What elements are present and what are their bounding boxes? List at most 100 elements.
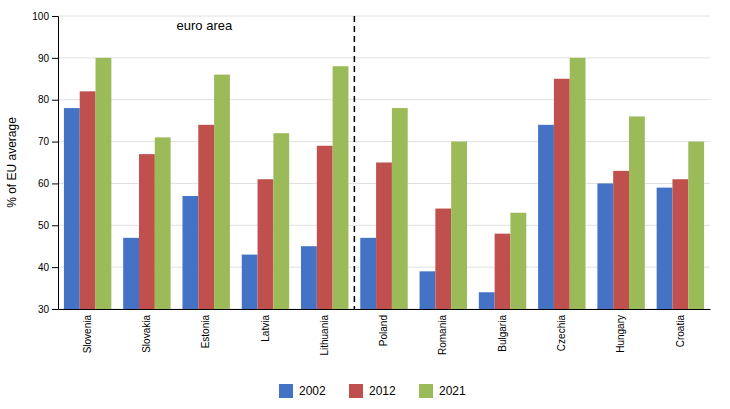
bar: [554, 79, 570, 309]
bar: [258, 179, 274, 309]
y-axis: 30 40 50 60 70 80 90 100: [32, 11, 58, 315]
bar: [435, 209, 451, 309]
divider: [354, 16, 356, 309]
tick-label: Poland: [378, 315, 389, 346]
tick-mark: [52, 142, 58, 143]
legend-label: 2012: [369, 384, 396, 398]
bar: [96, 58, 112, 309]
bar: [392, 108, 408, 309]
grid: [58, 16, 710, 309]
bars: [64, 58, 704, 309]
grid-line: [58, 16, 710, 17]
bar: [155, 137, 171, 309]
bar: [629, 116, 645, 309]
bar-series: [80, 79, 689, 309]
tick: 40: [38, 262, 58, 273]
tick: Lithuania: [319, 309, 330, 356]
plot: 30 40 50 60 70 80 90 100 Slovenia Slovakia Estonia…: [5, 11, 711, 356]
legend-swatch: [279, 384, 293, 398]
bar: [672, 179, 688, 309]
x-axis: Slovenia Slovakia Estonia Latvia Lithuania Po…: [59, 309, 711, 356]
bar: [139, 154, 155, 309]
bar: [570, 58, 586, 309]
tick-label: 50: [38, 220, 50, 231]
tick-label: 100: [32, 11, 49, 22]
bar: [360, 238, 376, 309]
bar: [214, 75, 230, 309]
y-axis-title: % of EU average: [5, 117, 19, 208]
tick-mark: [52, 183, 58, 184]
legend: 2002 2012 2021: [279, 384, 466, 398]
tick-label: 40: [38, 262, 50, 273]
tick-label: Estonia: [200, 315, 211, 349]
axis-line: [59, 309, 711, 310]
tick-label: Croatia: [675, 315, 686, 348]
bar: [80, 91, 96, 309]
bar: [273, 133, 289, 309]
legend-swatch: [349, 384, 363, 398]
bar: [510, 213, 526, 309]
axis-line: [52, 17, 59, 310]
chart: 30 40 50 60 70 80 90 100 Slovenia Slovakia Estonia…: [0, 0, 730, 409]
bar: [123, 238, 139, 309]
tick: Estonia: [200, 309, 211, 348]
legend-item: 2012: [349, 384, 396, 398]
tick: 80: [38, 94, 58, 105]
legend-label: 2021: [439, 384, 466, 398]
tick-label: 30: [38, 304, 50, 315]
bar: [657, 188, 673, 309]
tick: 90: [38, 53, 58, 64]
tick-label: Czechia: [556, 315, 567, 352]
bar: [479, 292, 495, 309]
tick: Czechia: [556, 309, 567, 351]
legend-label: 2002: [299, 384, 326, 398]
tick-mark: [52, 309, 58, 310]
legend-swatch: [419, 384, 433, 398]
tick-label: 80: [38, 94, 50, 105]
tick-mark: [52, 267, 58, 268]
tick-label: Romania: [437, 315, 448, 355]
legend-item: 2021: [419, 384, 466, 398]
bar: [613, 171, 629, 309]
tick-label: Bulgaria: [497, 315, 508, 352]
tick-mark: [52, 16, 58, 17]
bar: [64, 108, 80, 309]
bar: [333, 66, 349, 309]
tick: Bulgaria: [497, 309, 508, 352]
bar: [198, 125, 214, 309]
bar: [597, 183, 613, 309]
tick-mark: [52, 100, 58, 101]
tick: Latvia: [260, 309, 271, 342]
bar: [688, 142, 704, 309]
bar: [451, 142, 467, 309]
tick: 50: [38, 220, 58, 231]
tick-mark: [52, 58, 58, 59]
bar: [182, 196, 198, 309]
tick: Hungary: [615, 309, 626, 353]
tick-label: Latvia: [260, 315, 271, 342]
bar: [301, 246, 317, 309]
tick-mark: [52, 225, 58, 226]
grid-line: [58, 57, 710, 58]
tick-label: Lithuania: [319, 315, 330, 356]
bar: [538, 125, 554, 309]
tick-label: Hungary: [615, 315, 626, 353]
tick: Slovakia: [141, 309, 152, 353]
tick: Romania: [437, 309, 448, 355]
tick: Poland: [378, 309, 389, 346]
annotation: euro area: [177, 18, 233, 33]
bar-series: [96, 58, 705, 309]
tick: 60: [38, 178, 58, 189]
tick: 30: [38, 304, 58, 315]
tick-label: Slovenia: [82, 315, 93, 354]
tick: Slovenia: [82, 309, 93, 353]
tick-label: 90: [38, 53, 50, 64]
tick-label: 70: [38, 136, 50, 147]
tick: Croatia: [675, 309, 686, 347]
tick: 100: [32, 11, 58, 22]
tick: 70: [38, 136, 58, 147]
bar: [317, 146, 333, 309]
tick-label: Slovakia: [141, 315, 152, 353]
grid-line: [58, 99, 710, 100]
bar: [420, 271, 436, 309]
